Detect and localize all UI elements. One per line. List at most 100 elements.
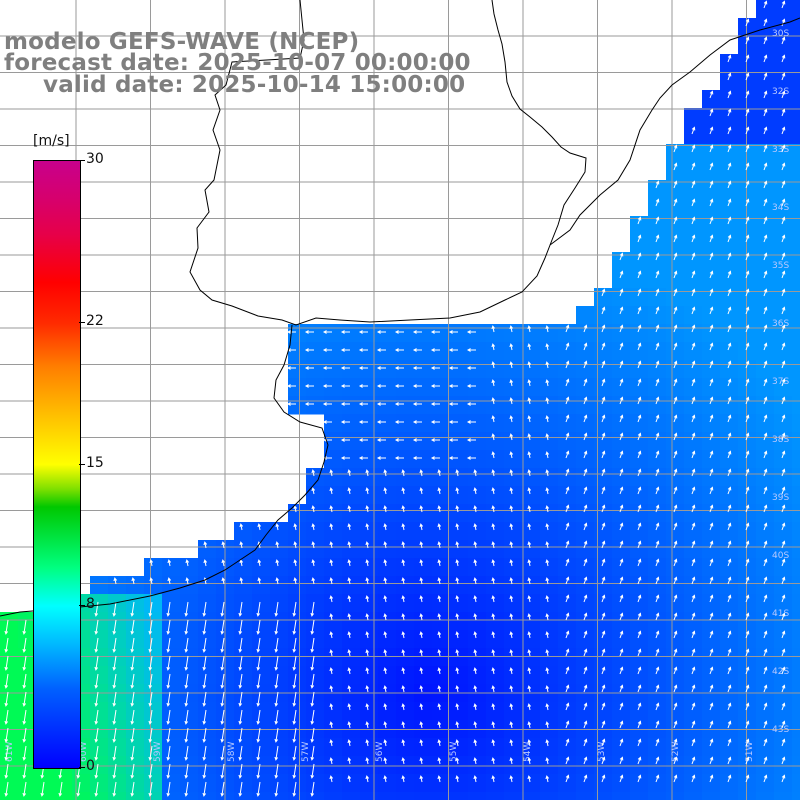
wind-speed-cell (144, 648, 163, 667)
wind-speed-cell (360, 666, 379, 685)
wind-speed-cell (378, 486, 397, 505)
wind-speed-cell (450, 504, 469, 523)
wind-arrow (329, 739, 334, 747)
wind-speed-cell (504, 378, 523, 397)
wind-arrow (412, 402, 422, 406)
wind-arrow (781, 414, 786, 423)
wind-arrow (745, 432, 750, 441)
wind-speed-cell (342, 468, 361, 487)
wind-arrow (545, 703, 550, 711)
wind-arrow (491, 559, 496, 567)
wind-arrow (455, 577, 460, 585)
wind-arrow (601, 324, 606, 333)
wind-arrow (238, 619, 243, 635)
wind-speed-cell (234, 648, 253, 667)
wind-speed-cell (558, 504, 577, 523)
wind-arrow (455, 703, 460, 711)
wind-speed-cell (396, 594, 415, 613)
wind-arrow (304, 330, 314, 334)
wind-arrow (292, 727, 297, 743)
wind-arrow (709, 594, 714, 603)
wind-speed-cell (342, 612, 361, 631)
wind-speed-cell (558, 324, 577, 343)
wind-speed-cell (342, 342, 361, 361)
wind-arrow (727, 72, 732, 81)
wind-speed-cell (774, 468, 793, 487)
wind-speed-cell (756, 54, 775, 73)
wind-speed-cell (432, 324, 451, 343)
wind-speed-cell (306, 540, 325, 559)
wind-speed-cell (738, 738, 757, 757)
wind-speed-cell (450, 324, 469, 343)
wind-arrow (94, 619, 99, 635)
wind-arrow (655, 486, 660, 495)
wind-arrow (781, 468, 786, 477)
wind-speed-cell (684, 738, 703, 757)
wind-speed-cell (486, 594, 505, 613)
wind-arrow (286, 366, 296, 370)
wind-arrow (565, 702, 570, 711)
wind-speed-cell (468, 378, 487, 397)
wind-speed-cell (522, 756, 541, 775)
wind-speed-cell (720, 180, 739, 199)
wind-arrow (202, 709, 207, 725)
wind-speed-cell (342, 594, 361, 613)
wind-arrow (673, 360, 678, 369)
wind-speed-cell (342, 540, 361, 559)
wind-speed-cell (702, 324, 721, 343)
wind-arrow (727, 288, 732, 297)
wind-arrow (383, 487, 388, 495)
wind-speed-cell (126, 648, 145, 667)
wind-arrow (545, 469, 550, 477)
wind-arrow (376, 438, 386, 442)
wind-speed-cell (738, 162, 757, 181)
wind-arrow (583, 738, 588, 747)
wind-arrow (473, 721, 478, 729)
wind-arrow (709, 144, 714, 153)
wind-speed-cell (684, 522, 703, 541)
wind-speed-cell (720, 306, 739, 325)
wind-speed-cell (126, 756, 145, 775)
wind-speed-cell (270, 540, 289, 559)
wind-speed-cell (720, 288, 739, 307)
wind-arrow (727, 162, 732, 171)
wind-speed-cell (288, 324, 307, 343)
wind-arrow (419, 649, 424, 657)
wind-arrow (745, 738, 750, 747)
wind-speed-cell (558, 702, 577, 721)
wind-arrow (340, 366, 350, 370)
wind-speed-cell (738, 198, 757, 217)
wind-arrow (455, 721, 460, 729)
wind-arrow (545, 541, 550, 549)
wind-speed-cell (0, 792, 19, 800)
wind-arrow (763, 36, 768, 45)
wind-arrow (601, 414, 606, 423)
wind-arrow (745, 576, 750, 585)
wind-speed-cell (684, 774, 703, 793)
wind-speed-cell (576, 540, 595, 559)
wind-arrow (619, 684, 624, 693)
wind-arrow (329, 631, 334, 639)
wind-arrow (583, 702, 588, 711)
wind-arrow (394, 384, 404, 388)
wind-arrow (401, 577, 406, 585)
latitude-label: 42S (772, 667, 789, 677)
wind-speed-cell (540, 522, 559, 541)
wind-arrow (274, 763, 279, 779)
wind-arrow (220, 691, 225, 707)
wind-speed-cell (432, 648, 451, 667)
wind-arrow (329, 505, 334, 513)
wind-arrow (619, 414, 624, 423)
wind-arrow (655, 648, 660, 657)
wind-arrow (329, 595, 334, 603)
wind-arrow (583, 468, 588, 477)
wind-speed-cell (756, 540, 775, 559)
wind-speed-cell (792, 558, 800, 577)
wind-arrow (619, 774, 624, 783)
wind-arrow (220, 745, 225, 761)
wind-speed-cell (144, 630, 163, 649)
wind-speed-cell (720, 324, 739, 343)
wind-speed-cell (468, 504, 487, 523)
wind-speed-cell (576, 630, 595, 649)
wind-speed-cell (522, 324, 541, 343)
